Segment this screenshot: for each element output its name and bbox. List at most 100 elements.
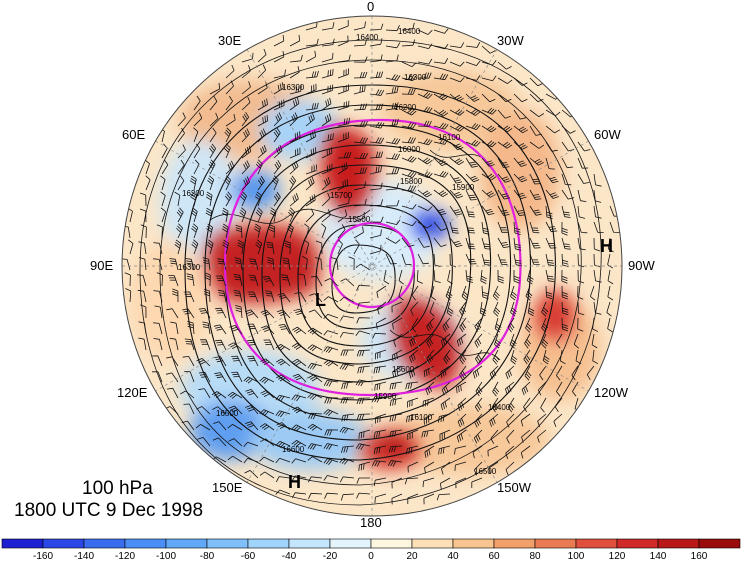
wind-barb xyxy=(593,189,602,203)
wind-barb xyxy=(540,397,547,413)
wind-barb xyxy=(182,308,195,319)
wind-barb xyxy=(481,60,497,66)
wind-barb xyxy=(520,413,531,427)
wind-barb xyxy=(275,457,291,464)
wind-barb xyxy=(243,441,259,448)
wind-barb xyxy=(405,381,419,390)
wind-barb xyxy=(240,191,247,207)
wind-barb xyxy=(277,292,291,303)
wind-barb xyxy=(281,274,291,287)
wind-barb xyxy=(369,38,383,47)
wind-barb xyxy=(529,157,544,166)
wind-barb xyxy=(168,275,179,287)
wind-barb xyxy=(369,199,383,207)
wind-barb xyxy=(513,173,528,183)
wind-barb xyxy=(561,173,572,186)
wind-barb xyxy=(215,275,227,287)
longitude-labels: 0 30W 60W 90W 120W 150W 180 150E 120E 90… xyxy=(90,0,655,530)
wind-barb xyxy=(243,376,259,384)
wind-barb xyxy=(497,61,512,70)
wind-barb xyxy=(481,285,489,300)
wind-barb xyxy=(241,145,252,159)
wind-barb xyxy=(459,365,467,381)
wind-barb xyxy=(231,355,243,367)
contour-label: 16400 xyxy=(488,403,511,412)
wind-barb xyxy=(465,269,474,283)
wind-barb xyxy=(223,143,231,159)
wind-barb xyxy=(449,141,464,151)
wind-barb xyxy=(407,461,419,473)
contour-label: 15500 xyxy=(348,215,371,224)
wind-barb xyxy=(541,301,549,317)
wind-barb xyxy=(507,397,515,413)
wind-barb xyxy=(497,141,513,149)
wind-barb xyxy=(245,421,259,431)
wind-barb xyxy=(454,445,467,455)
wind-barb xyxy=(377,301,387,315)
high-pressure-center-east: H xyxy=(600,236,613,256)
wind-barb xyxy=(214,356,227,367)
wind-barb xyxy=(151,355,163,367)
wind-barb xyxy=(228,405,243,415)
wind-barb xyxy=(494,333,501,349)
wind-barb xyxy=(561,221,568,236)
contour-labels: 16400 16400 16300 16300 16200 16100 1600… xyxy=(178,27,511,476)
contour-label: 15600 xyxy=(392,365,415,374)
wind-barb xyxy=(513,253,523,267)
wind-barb xyxy=(537,429,547,443)
wind-barb xyxy=(449,221,459,234)
colorbar-box xyxy=(247,538,290,549)
wind-barb xyxy=(369,151,384,159)
wind-barb xyxy=(524,365,532,381)
wind-barb xyxy=(337,20,349,31)
wind-barb xyxy=(417,72,432,79)
wind-barb xyxy=(206,239,214,255)
wind-barb xyxy=(449,93,464,102)
lon-label-150e: 150E xyxy=(212,480,243,495)
wind-barb xyxy=(353,137,369,144)
wind-barb xyxy=(193,95,201,111)
wind-barb xyxy=(204,272,211,287)
wind-barb xyxy=(356,349,371,357)
wind-barb xyxy=(248,258,259,271)
wind-barb xyxy=(356,477,370,484)
wind-barb xyxy=(190,191,197,207)
wind-barb xyxy=(606,301,612,317)
wind-barb xyxy=(341,381,355,390)
wind-barb xyxy=(433,73,449,81)
wind-barb xyxy=(307,423,323,431)
wind-barb xyxy=(273,99,285,111)
wind-barb xyxy=(433,137,449,145)
wind-barb xyxy=(200,339,211,351)
wind-barb xyxy=(457,397,467,412)
wind-barb xyxy=(441,381,451,396)
wind-barb xyxy=(266,241,275,255)
wind-barb xyxy=(308,374,323,383)
wind-barb xyxy=(497,269,504,284)
wind-barb xyxy=(257,98,268,111)
wind-barb xyxy=(291,492,307,499)
wind-barb xyxy=(276,358,291,367)
wind-barb xyxy=(125,288,132,303)
wind-barb xyxy=(271,175,279,191)
wind-barb xyxy=(234,257,243,271)
wind-barb xyxy=(209,96,218,111)
wind-barb xyxy=(497,157,510,168)
wind-barb xyxy=(426,333,435,348)
lon-label-150w: 150W xyxy=(497,480,532,495)
lon-label-60w: 60W xyxy=(594,127,621,142)
wind-barb xyxy=(577,189,587,202)
low-pressure-center-pole: L xyxy=(315,290,326,310)
wind-barb xyxy=(422,397,435,408)
wind-barb xyxy=(202,257,211,271)
wind-barb xyxy=(356,492,371,499)
wind-barb xyxy=(539,365,547,381)
wind-barb xyxy=(233,290,243,303)
wind-barb xyxy=(289,54,303,63)
wind-barb xyxy=(449,157,465,166)
wind-barb xyxy=(260,390,275,399)
lon-label-120w: 120W xyxy=(594,385,629,400)
wind-barb xyxy=(497,221,508,233)
wind-barb xyxy=(541,317,549,333)
colorbar-box xyxy=(534,538,577,549)
